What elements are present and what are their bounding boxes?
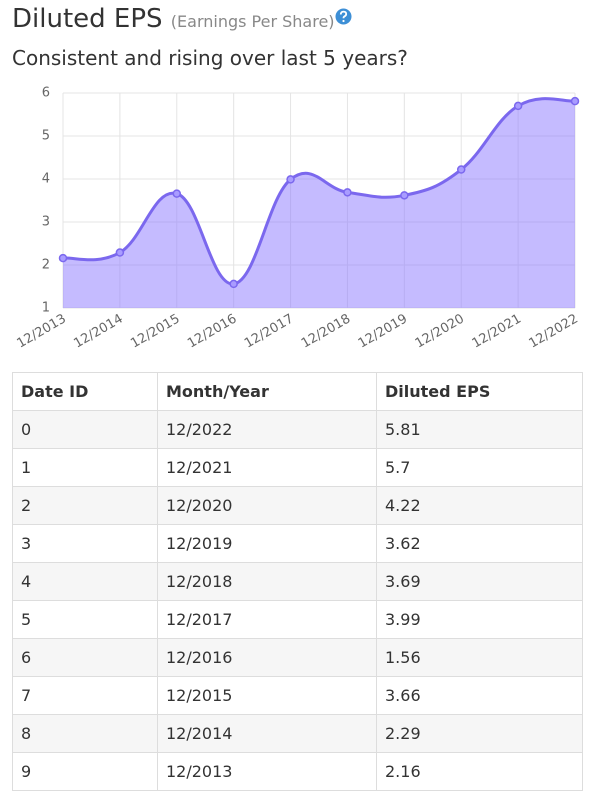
x-tick-label: 12/2018 [299, 312, 353, 352]
table-cell: 5.81 [376, 410, 583, 449]
table-cell: 12/2021 [157, 448, 377, 487]
x-tick-label: 12/2017 [242, 312, 296, 352]
y-tick-label: 4 [42, 172, 50, 187]
table-cell: 2 [12, 486, 158, 525]
y-tick-label: 5 [42, 129, 50, 144]
table-cell: 9 [12, 752, 158, 791]
table-cell: 7 [12, 676, 158, 715]
table-cell: 5 [12, 600, 158, 639]
point [570, 96, 580, 106]
table-cell: 12/2015 [157, 676, 377, 715]
point [229, 279, 238, 289]
x-tick-label: 12/2020 [413, 312, 467, 352]
table-row: 3 12/2019 3.62 [12, 524, 583, 563]
table-body: 0 12/2022 5.81 1 12/2021 5.7 2 12/2020 4.22 3 12/2… [12, 410, 583, 791]
x-tick-label: 12/2013 [14, 312, 68, 352]
table-cell: 2.29 [376, 714, 583, 753]
x-tick-label: 12/2015 [128, 312, 182, 352]
table-cell: 3 [12, 524, 158, 563]
table-cell: 3.99 [376, 600, 583, 639]
y-tick-label: 1 [42, 301, 50, 316]
subtitle: Consistent and rising over last 5 years? [12, 46, 408, 70]
data-table: Date ID Month/Year Diluted EPS 0 12/2022 5.8… [12, 372, 583, 791]
point [343, 188, 352, 197]
line [62, 97, 576, 286]
y-tick-label: 6 [42, 86, 50, 101]
title-block: Diluted EPS (Earnings Per Share) [12, 4, 352, 34]
area-fill [63, 98, 575, 308]
column-header: Diluted EPS [376, 372, 583, 411]
x-tick-label: 12/2014 [71, 312, 125, 352]
table-cell: 8 [12, 714, 158, 753]
y-tick-label: 3 [42, 215, 50, 230]
table-row: 8 12/2014 2.29 [12, 714, 583, 753]
table-row: 2 12/2020 4.22 [12, 486, 583, 525]
table-cell: 3.62 [376, 524, 583, 563]
table-cell: 12/2020 [157, 486, 377, 525]
point [115, 248, 125, 257]
table-cell: 6 [12, 638, 158, 677]
title: Diluted EPS [12, 4, 163, 34]
table-cell: 2.16 [376, 752, 583, 791]
table-row: 0 12/2022 5.81 [12, 410, 583, 449]
table-cell: 0 [12, 410, 158, 449]
table-cell: 12/2017 [157, 600, 377, 639]
table-cell: 12/2019 [157, 524, 377, 563]
point [456, 165, 466, 174]
table-cell: 12/2013 [157, 752, 377, 791]
table-cell: 12/2016 [157, 638, 377, 677]
point [172, 189, 182, 198]
point [400, 191, 409, 200]
table-row: 1 12/2021 5.7 [12, 448, 583, 487]
table-cell: 4.22 [376, 486, 583, 525]
table-row: 7 12/2015 3.66 [12, 676, 583, 715]
x-tick-label: 12/2022 [526, 312, 580, 352]
table-cell: 4 [12, 562, 158, 601]
point [513, 101, 523, 111]
table-cell: 12/2014 [157, 714, 377, 753]
title-note: (Earnings Per Share) [170, 12, 335, 31]
table-cell: 5.7 [376, 448, 583, 487]
column-header: Month/Year [157, 372, 377, 411]
x-tick-label: 12/2021 [470, 312, 524, 352]
point [286, 175, 295, 184]
x-tick-label: 12/2016 [185, 312, 239, 352]
table-cell: 3.69 [376, 562, 583, 601]
table-row: 9 12/2013 2.16 [12, 752, 583, 791]
table-cell: 12/2022 [157, 410, 377, 449]
help-icon[interactable] [335, 8, 352, 25]
header-row: Date ID Month/Year Diluted EPS [12, 372, 583, 411]
column-header: Date ID [12, 372, 158, 411]
table-cell: 12/2018 [157, 562, 377, 601]
table-row: 4 12/2018 3.69 [12, 562, 583, 601]
table-cell: 1 [12, 448, 158, 487]
x-tick-label: 12/2019 [356, 312, 410, 352]
y-tick-label: 2 [42, 258, 50, 273]
table-row: 5 12/2017 3.99 [12, 600, 583, 639]
table-row: 6 12/2016 1.56 [12, 638, 583, 677]
table-cell: 1.56 [376, 638, 583, 677]
table-cell: 3.66 [376, 676, 583, 715]
point [58, 253, 68, 263]
